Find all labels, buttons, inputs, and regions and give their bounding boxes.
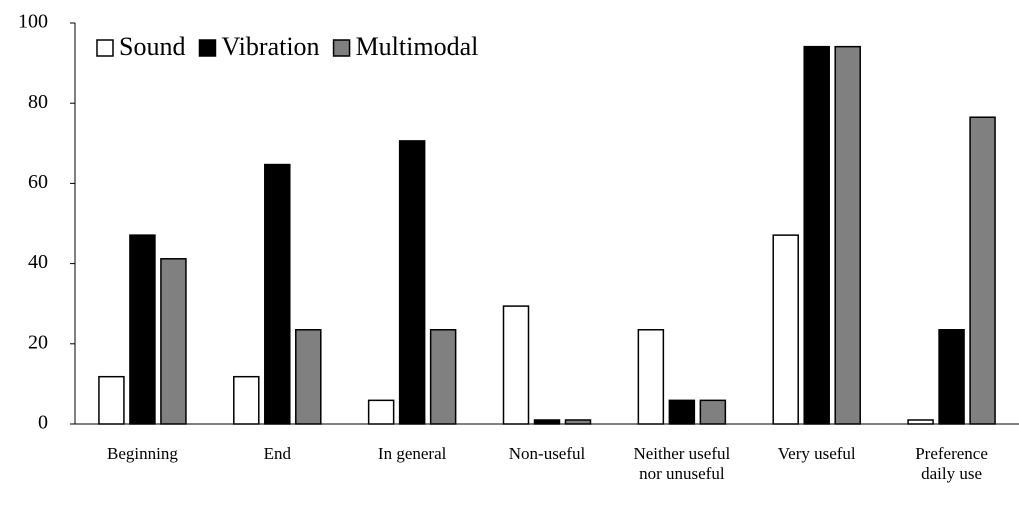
bar <box>295 329 322 425</box>
bar <box>98 375 125 425</box>
x-tick-label: Very useful <box>777 444 856 463</box>
y-tick-label: 20 <box>28 331 48 353</box>
legend-swatch <box>198 39 217 57</box>
legend-label: Multimodal <box>356 32 479 61</box>
bar <box>834 45 861 425</box>
y-tick-label: 80 <box>28 91 48 113</box>
y-tick-label: 40 <box>28 251 48 273</box>
legend-label: Vibration <box>221 32 319 61</box>
legend-label: Sound <box>119 32 185 61</box>
bar <box>233 375 260 425</box>
y-tick-label: 60 <box>28 171 48 193</box>
x-tick-label: Non-useful <box>508 444 586 463</box>
bar <box>367 399 395 425</box>
bar <box>938 329 965 425</box>
bar <box>699 399 727 425</box>
x-tick-label: Neither useful nor unuseful <box>633 444 731 483</box>
bar <box>533 419 561 425</box>
x-tick-label: Beginning <box>107 444 178 463</box>
bar <box>969 116 996 425</box>
y-tick-label: 0 <box>38 412 48 434</box>
bar <box>907 419 934 425</box>
bar <box>564 419 592 425</box>
bar <box>429 329 457 425</box>
x-tick-label: In general <box>377 444 447 463</box>
bar <box>264 163 291 425</box>
x-tick-label: End <box>263 444 291 463</box>
bar <box>803 45 830 425</box>
bar <box>668 399 696 425</box>
bar <box>160 258 187 425</box>
legend-swatch <box>332 39 351 57</box>
x-tick-label: Preference daily use <box>915 444 988 483</box>
bar <box>772 234 799 425</box>
bar <box>129 234 156 425</box>
bar <box>398 140 426 425</box>
bar <box>637 329 665 425</box>
legend-swatch <box>96 39 114 57</box>
bar <box>502 305 530 425</box>
y-tick-label: 100 <box>18 11 48 33</box>
